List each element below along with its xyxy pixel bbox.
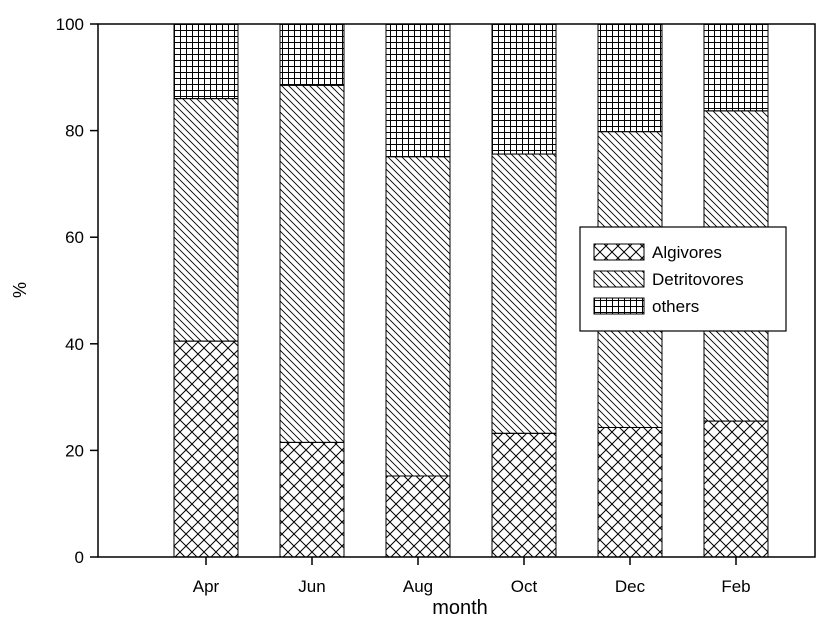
- bar-dec-algivores: [597, 426, 663, 558]
- legend-label-detritovores: Detritovores: [652, 270, 744, 289]
- bar-apr-algivores: [173, 340, 239, 558]
- x-tick-label-apr: Apr: [193, 577, 220, 596]
- x-tick-label-oct: Oct: [511, 577, 538, 596]
- bar-oct-algivores: [491, 432, 557, 558]
- legend: Algivores Detritovores others: [579, 226, 787, 332]
- legend-item-detritovores: Detritovores: [593, 270, 744, 289]
- x-tick-label-jun: Jun: [298, 577, 325, 596]
- bar-jun-detritovores: [279, 84, 345, 443]
- bar-aug-algivores: [385, 475, 451, 558]
- plot-frame: [97, 23, 816, 558]
- legend-item-algivores: Algivores: [593, 243, 722, 262]
- y-axis: 0 20 40 60 80 100: [56, 15, 98, 567]
- legend-label-algivores: Algivores: [652, 243, 722, 262]
- y-tick-label-60: 60: [65, 228, 84, 247]
- x-tick-label-dec: Dec: [615, 577, 646, 596]
- bar-feb-others: [703, 23, 769, 112]
- x-tick-label-aug: Aug: [403, 577, 433, 596]
- y-tick-label-0: 0: [75, 548, 84, 567]
- bars-layer: [173, 23, 769, 558]
- legend-swatch-algivores: [593, 243, 645, 261]
- legend-item-others: others: [593, 297, 699, 316]
- bar-jun-others: [279, 23, 345, 86]
- bar-aug-others: [385, 23, 451, 158]
- y-tick-label-80: 80: [65, 122, 84, 141]
- y-axis-label: %: [10, 282, 30, 298]
- y-tick-label-20: 20: [65, 441, 84, 460]
- legend-swatch-detritovores: [593, 270, 645, 288]
- y-tick-label-100: 100: [56, 15, 84, 34]
- bar-apr-detritovores: [173, 98, 239, 342]
- bar-oct-detritovores: [491, 153, 557, 434]
- x-axis: Apr Jun Aug Oct Dec Feb: [193, 557, 751, 596]
- bar-apr-others: [173, 23, 239, 100]
- bar-oct-others: [491, 23, 557, 155]
- legend-swatch-others: [593, 297, 645, 315]
- legend-label-others: others: [652, 297, 699, 316]
- bar-dec-others: [597, 23, 663, 133]
- bar-feb-algivores: [703, 420, 769, 558]
- y-tick-label-40: 40: [65, 335, 84, 354]
- x-axis-label: month: [432, 597, 488, 619]
- bar-aug-detritovores: [385, 156, 451, 477]
- x-tick-label-feb: Feb: [721, 577, 750, 596]
- bar-jun-algivores: [279, 441, 345, 558]
